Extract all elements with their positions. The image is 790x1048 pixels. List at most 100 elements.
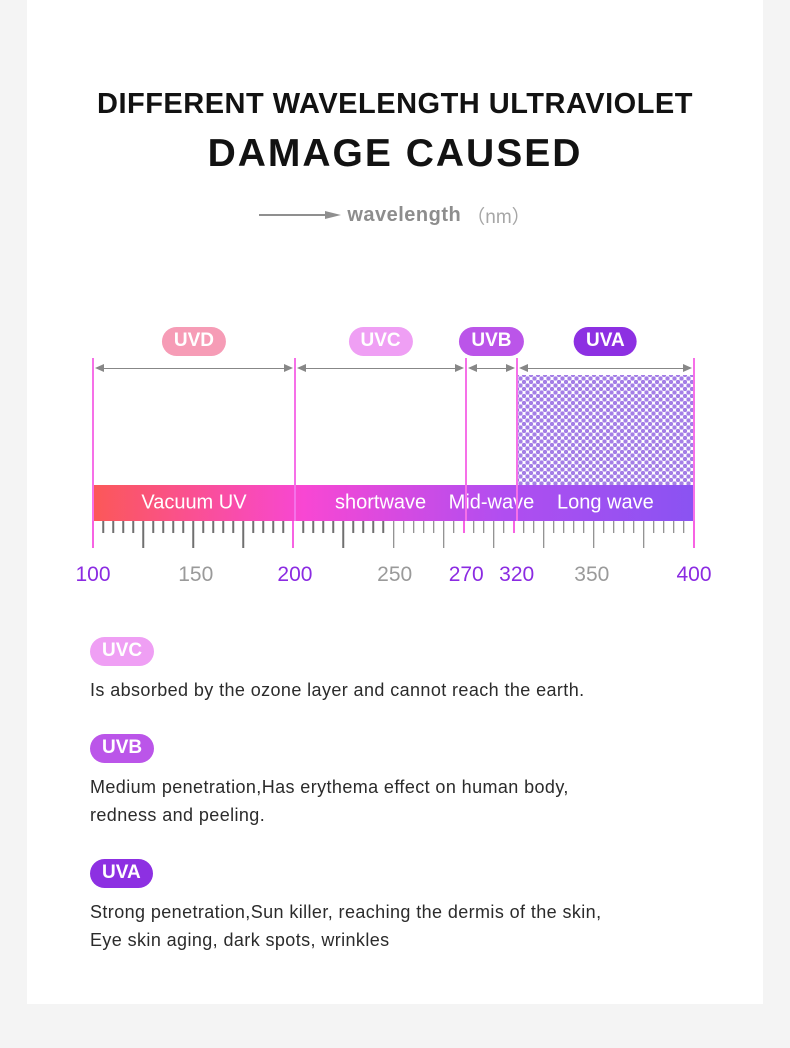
ruler-tick [182, 521, 184, 533]
boundary-line-320 [515, 358, 518, 521]
section-uva: UVA Strong penetration,Sun killer, reach… [90, 859, 730, 954]
axis-labels: 100 150 200 250 270 320 350 400 [75, 563, 711, 589]
ruler-tick [332, 521, 335, 533]
uvc-description: Is absorbed by the ozone layer and canno… [90, 676, 730, 704]
uvb-description-line: redness and peeling. [90, 805, 266, 825]
band-badge-uvb: UVB [459, 327, 524, 356]
ruler-tick [472, 521, 475, 533]
ruler-tick [142, 521, 144, 548]
ruler-tick [392, 521, 395, 548]
uvc-description-line: Is absorbed by the ozone layer and canno… [90, 680, 585, 700]
ruler-tick [292, 521, 295, 548]
ruler-tick [242, 521, 244, 548]
ruler-tick [593, 521, 595, 548]
ruler-tick [92, 521, 94, 548]
ruler-tick [352, 521, 355, 533]
ruler-tick [132, 521, 134, 533]
arrowhead-right-icon [505, 364, 515, 372]
ruler-tick [282, 521, 285, 533]
ruler-tick [512, 521, 515, 533]
arrowhead-right-icon [682, 364, 692, 372]
ruler-tick [532, 521, 535, 533]
uva-description-line: Strong penetration,Sun killer, reaching … [90, 902, 602, 922]
band-extent-arrow-uvd [93, 364, 295, 373]
ruler-tick [643, 521, 645, 548]
ruler-tick [653, 521, 655, 533]
ruler-tick [663, 521, 665, 533]
ruler-tick [482, 521, 485, 533]
axis-label-320: 320 [499, 563, 535, 586]
arrow-line [303, 367, 458, 370]
ruler [92, 521, 695, 549]
wavelength-arrow-line [259, 214, 326, 216]
section-uvc: UVC Is absorbed by the ozone layer and c… [90, 637, 730, 704]
arrow-line [102, 367, 286, 370]
axis-caption: wavelength （nm） [27, 202, 763, 228]
content-card: DIFFERENT WAVELENGTH ULTRAVIOLET DAMAGE … [27, 0, 763, 1004]
ruler-tick [162, 521, 164, 533]
band-badge-uva: UVA [573, 327, 637, 356]
ruler-tick [322, 521, 325, 533]
ruler-tick [302, 521, 305, 533]
uva-description: Strong penetration,Sun killer, reaching … [90, 898, 730, 954]
ruler-tick [212, 521, 214, 533]
ruler-tick [192, 521, 194, 548]
ruler-tick [673, 521, 675, 533]
ruler-tick [623, 521, 625, 533]
ruler-tick [382, 521, 385, 533]
ruler-tick [262, 521, 265, 533]
band-extent-arrow-uvb [466, 364, 516, 373]
ruler-tick [613, 521, 615, 533]
axis-label-250: 250 [377, 563, 413, 586]
ruler-tick [563, 521, 565, 533]
arrowhead-left-icon [296, 364, 306, 372]
ruler-tick [543, 521, 545, 548]
ruler-tick [422, 521, 425, 533]
ruler-tick [312, 521, 315, 533]
title-line2: DAMAGE CAUSED [207, 132, 583, 175]
ruler-tick [633, 521, 635, 533]
wavelength-arrow-icon [325, 211, 342, 219]
ruler-tick [683, 521, 685, 533]
arrow-line [475, 367, 508, 370]
uvb-badge: UVB [90, 734, 155, 763]
ruler-tick [172, 521, 174, 533]
ruler-tick [222, 521, 224, 533]
uva-hatch-area [516, 375, 694, 485]
ruler-tick [603, 521, 605, 533]
ruler-tick [372, 521, 375, 533]
ruler-tick [522, 521, 525, 533]
arrowhead-left-icon [95, 364, 104, 372]
band-extent-arrow-uva [517, 364, 694, 373]
ruler-tick [452, 521, 455, 533]
ruler-tick [362, 521, 365, 533]
ruler-tick [502, 521, 505, 533]
bar-segment-label-uvb: Mid-wave [448, 491, 535, 514]
ruler-tick [232, 521, 234, 533]
bar-segment-label-uva: Long wave [556, 491, 654, 514]
axis-label-150: 150 [178, 563, 214, 586]
section-uvb: UVB Medium penetration,Has erythema effe… [90, 734, 730, 829]
spectrum-bar: Vacuum UV shortwave Mid-wave Long wave [93, 485, 694, 521]
uvb-description-line: Medium penetration,Has erythema effect o… [90, 777, 569, 797]
uva-badge: UVA [90, 859, 153, 888]
ruler-tick [272, 521, 275, 533]
axis-caption-unit: （nm） [466, 206, 531, 228]
axis-label-270: 270 [448, 563, 484, 586]
ruler-tick [202, 521, 204, 533]
ruler-tick [492, 521, 495, 548]
uvc-badge: UVC [90, 637, 155, 666]
ruler-tick [412, 521, 415, 533]
axis-label-200: 200 [277, 563, 313, 586]
band-badge-uvd: UVD [161, 327, 227, 356]
bar-segment-label-uvd: Vacuum UV [141, 491, 247, 514]
ruler-tick [112, 521, 114, 533]
ruler-tick [442, 521, 445, 548]
axis-label-350: 350 [574, 563, 610, 586]
ruler-tick [432, 521, 435, 533]
bar-segment-label-uvc: shortwave [335, 491, 427, 514]
axis-label-400: 400 [676, 563, 712, 586]
ruler-tick [122, 521, 124, 533]
arrowhead-left-icon [518, 364, 528, 372]
